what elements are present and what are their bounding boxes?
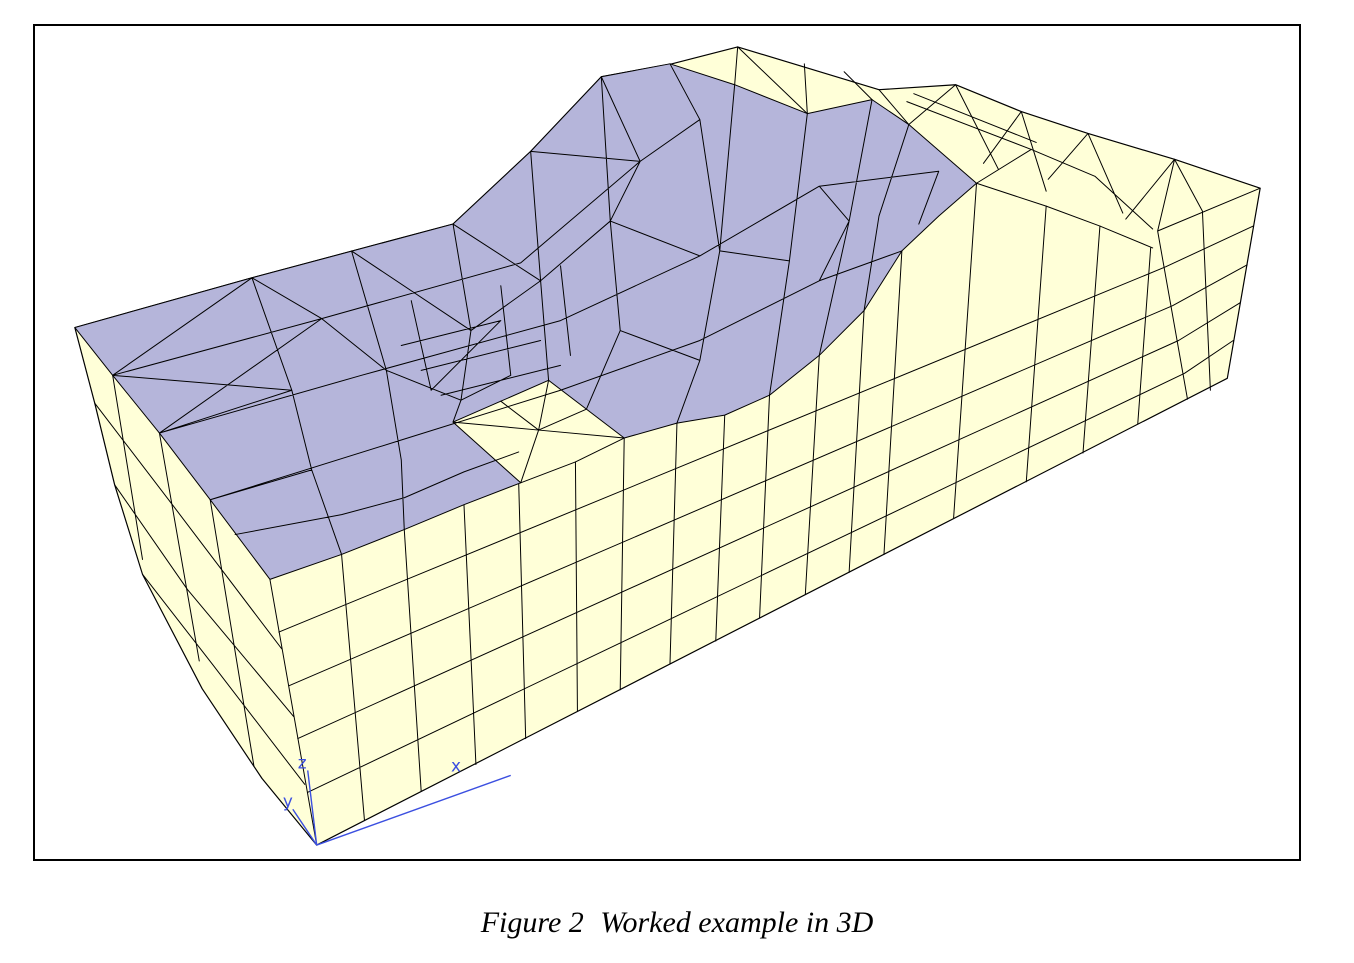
- axis-z-line: [307, 770, 318, 846]
- front-face-mesh-lines: [278, 182, 1254, 821]
- right-face-mesh-lines: [1157, 158, 1261, 400]
- left-face-mesh-lines: [94, 374, 318, 846]
- axis-x-line: [316, 774, 511, 846]
- notch-mesh-lines: [452, 379, 625, 484]
- highlight-triangulation-lines: [112, 63, 940, 555]
- highlighted-top-surface: [74, 63, 978, 580]
- figure-caption-label: Figure 2: [480, 906, 584, 939]
- axis-y-line: [292, 808, 318, 846]
- mesh-3d-view: x y z: [74, 46, 1261, 846]
- figure-caption: Figure 2 Worked example in 3D: [0, 906, 1354, 940]
- ridge-mesh-lines: [734, 46, 1176, 249]
- axis-label-z: z: [298, 752, 307, 772]
- figure-frame: x y z: [33, 24, 1301, 861]
- axis-label-x: x: [451, 755, 461, 775]
- axis-triad: x y z: [283, 752, 511, 846]
- axis-label-y: y: [283, 791, 293, 811]
- figure-caption-text: Worked example in 3D: [600, 906, 874, 939]
